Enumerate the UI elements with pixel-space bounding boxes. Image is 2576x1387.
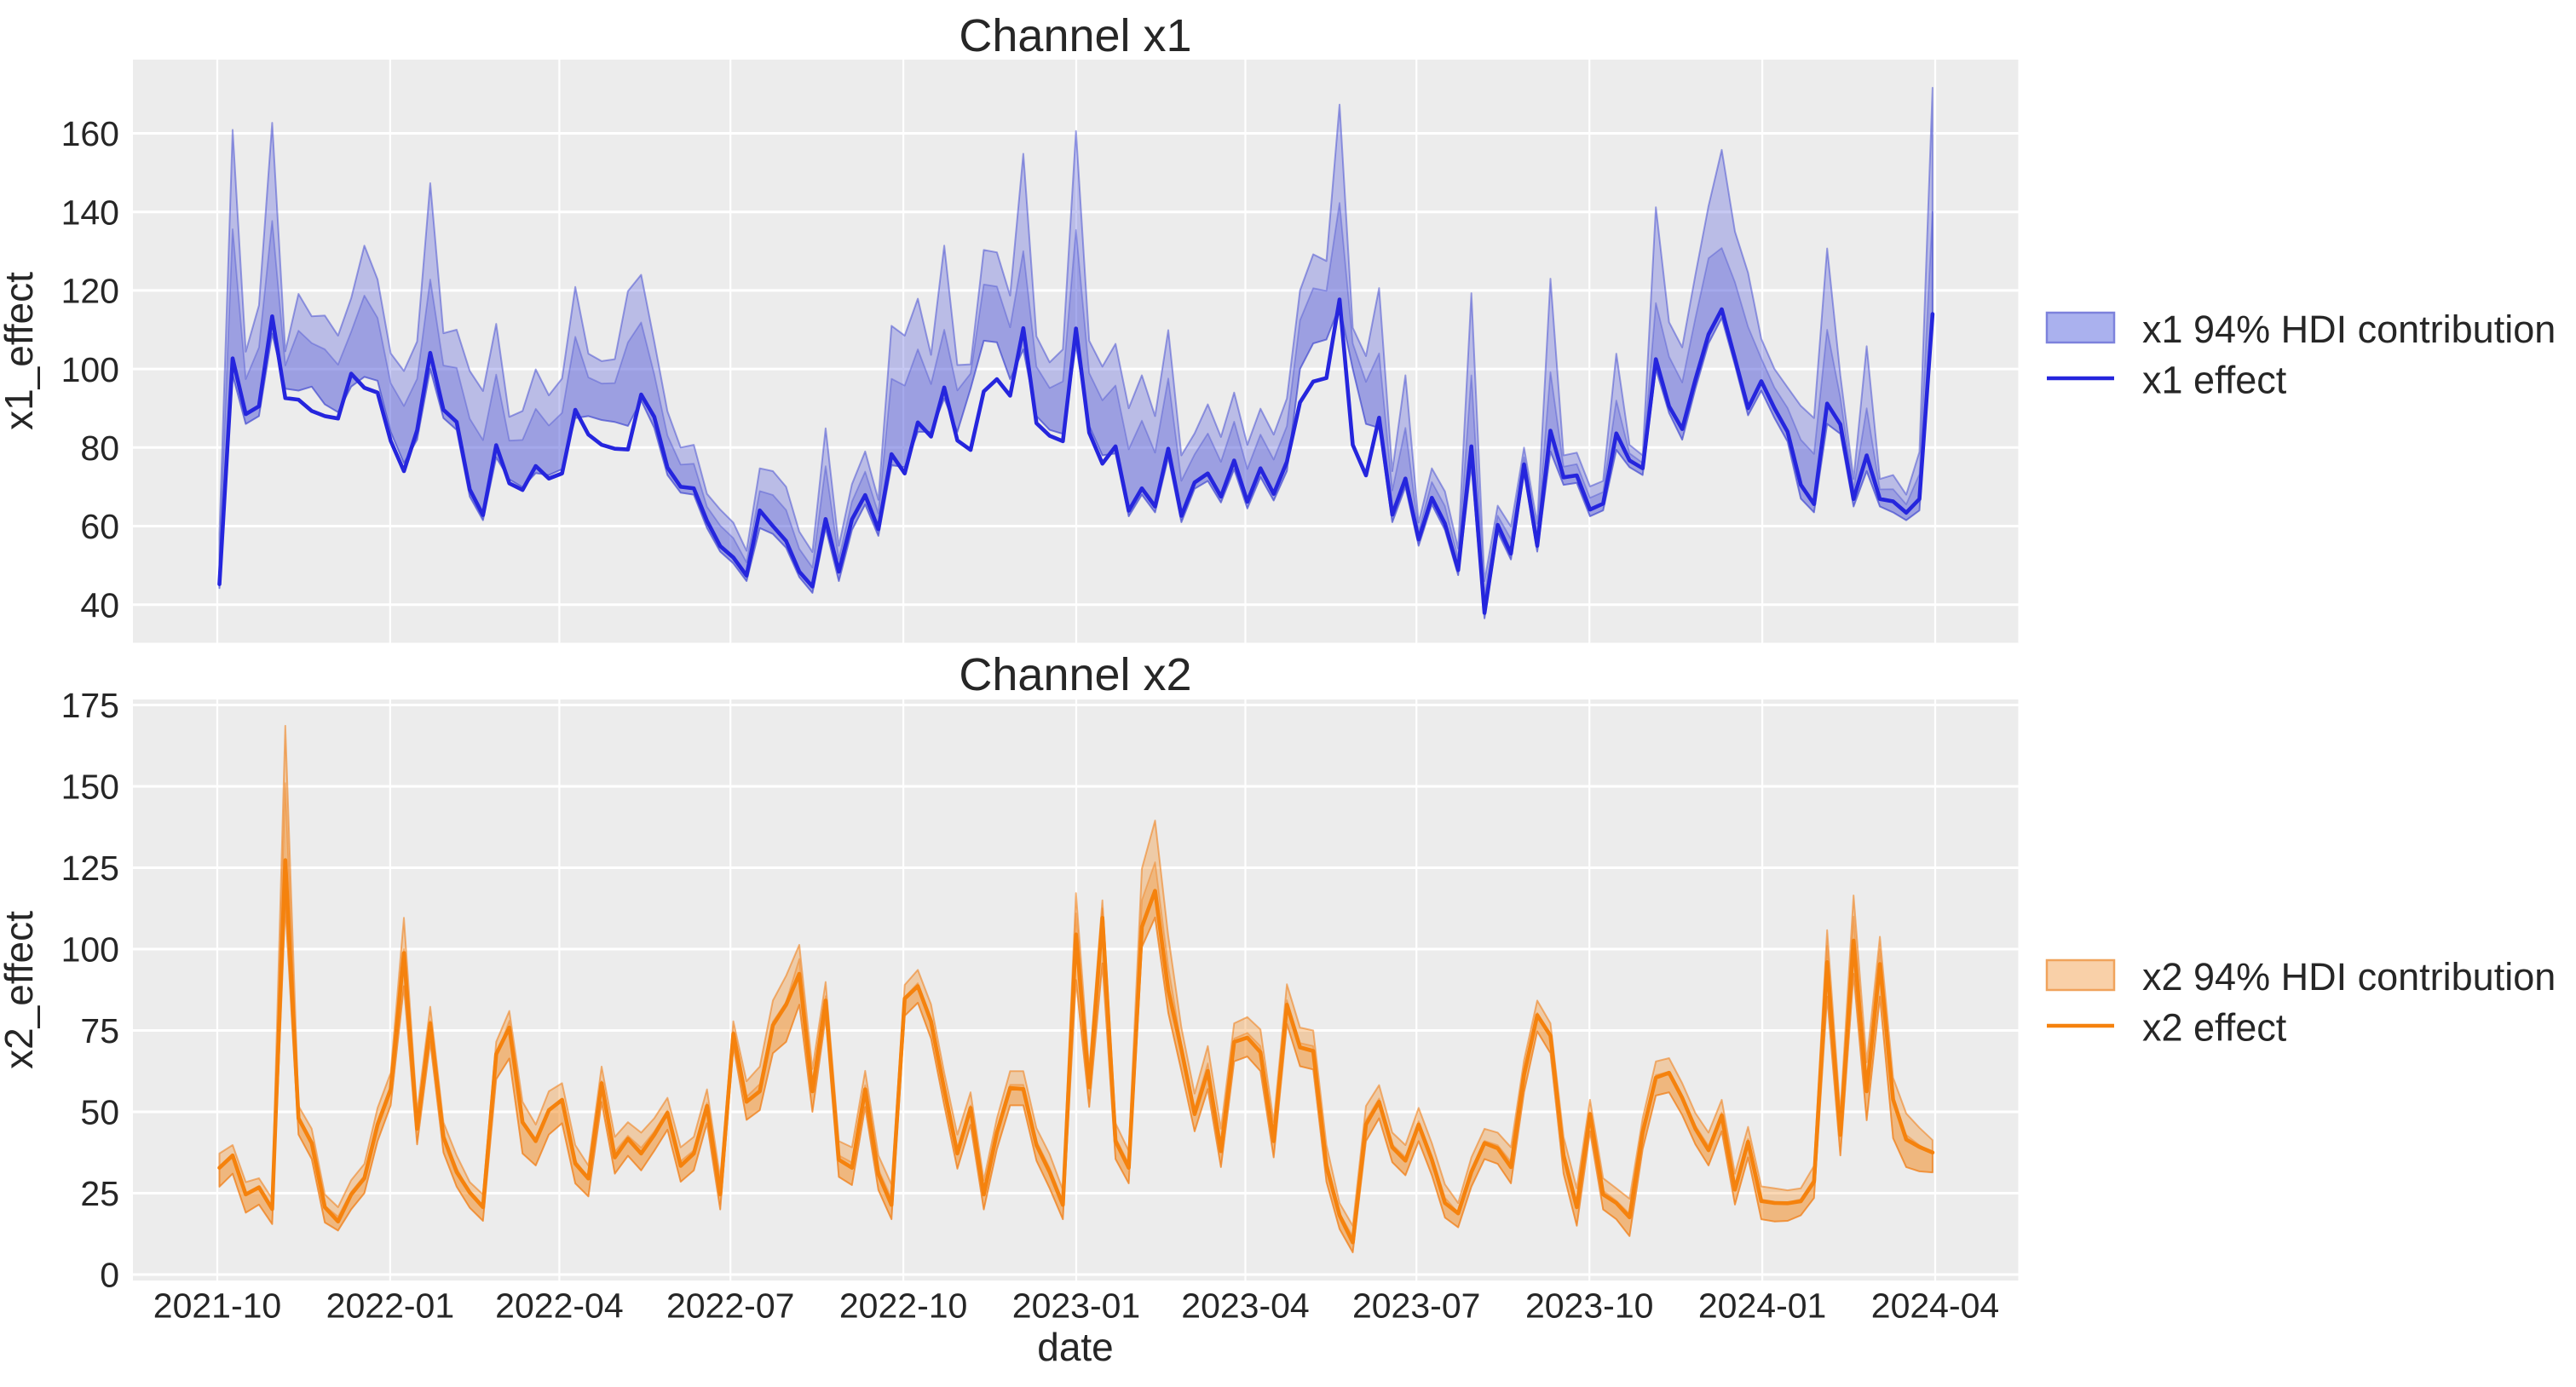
svg-text:x1 effect: x1 effect [2142,359,2287,402]
svg-text:40: 40 [80,585,119,624]
svg-text:60: 60 [80,507,119,546]
svg-text:100: 100 [61,930,119,970]
svg-text:50: 50 [80,1093,119,1132]
svg-text:2022-10: 2022-10 [839,1286,967,1326]
svg-text:2024-04: 2024-04 [1871,1286,1999,1326]
svg-text:2023-07: 2023-07 [1352,1286,1480,1326]
svg-text:0: 0 [100,1256,119,1295]
svg-text:75: 75 [80,1011,119,1050]
svg-text:2021-10: 2021-10 [153,1286,281,1326]
svg-text:2024-01: 2024-01 [1698,1286,1826,1326]
svg-text:120: 120 [61,272,119,311]
svg-text:2023-10: 2023-10 [1525,1286,1653,1326]
svg-text:80: 80 [80,429,119,468]
svg-text:2022-07: 2022-07 [666,1286,794,1326]
svg-text:2022-04: 2022-04 [495,1286,623,1326]
svg-text:x2_effect: x2_effect [0,911,41,1069]
svg-text:100: 100 [61,350,119,389]
svg-text:25: 25 [80,1174,119,1213]
svg-text:Channel x1: Channel x1 [959,10,1191,61]
svg-text:x1_effect: x1_effect [0,272,41,430]
svg-text:175: 175 [61,686,119,725]
svg-text:x2 94% HDI contribution: x2 94% HDI contribution [2142,955,2556,999]
svg-text:date: date [1037,1325,1114,1369]
svg-text:2023-04: 2023-04 [1181,1286,1309,1326]
svg-text:2022-01: 2022-01 [326,1286,454,1326]
svg-text:2023-01: 2023-01 [1012,1286,1140,1326]
svg-text:Channel x2: Channel x2 [959,649,1191,700]
svg-text:150: 150 [61,768,119,807]
svg-text:x2 effect: x2 effect [2142,1006,2287,1050]
svg-text:140: 140 [61,193,119,232]
svg-text:125: 125 [61,849,119,888]
svg-text:160: 160 [61,114,119,153]
svg-text:x1 94% HDI contribution: x1 94% HDI contribution [2142,308,2556,351]
